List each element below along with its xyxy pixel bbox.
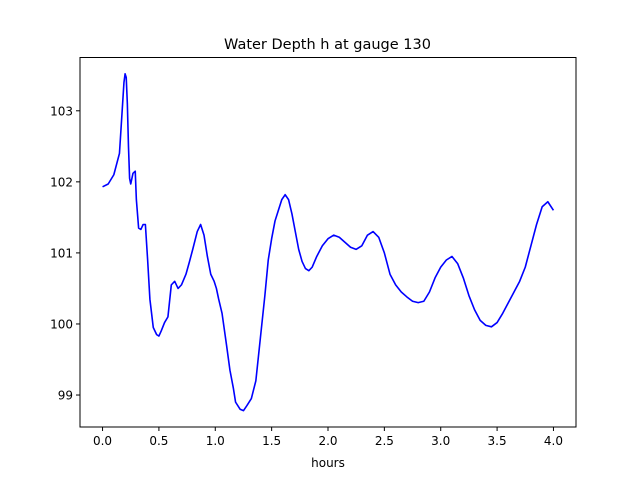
x-tick-label: 1.0	[206, 434, 225, 448]
x-tick-label: 3.5	[488, 434, 507, 448]
y-tick-label: 103	[50, 104, 73, 118]
plot-area	[102, 73, 555, 412]
x-tick-label: 3.0	[431, 434, 450, 448]
x-tick-label: 0.5	[149, 434, 168, 448]
y-axis: 99 100 101 102 103	[50, 104, 80, 403]
x-axis-label: hours	[311, 456, 345, 470]
y-tick-label: 100	[50, 317, 73, 331]
axes-frame	[79, 57, 577, 428]
x-tick-label: 4.0	[544, 434, 563, 448]
x-axis: 0.0 0.5 1.0 1.5 2.0 2.5 3.0 3.5 4.0	[93, 427, 563, 448]
x-tick-label: 0.0	[93, 434, 112, 448]
series-line-0	[102, 73, 555, 412]
chart-title: Water Depth h at gauge 130	[224, 37, 431, 53]
x-tick-label: 2.5	[375, 434, 394, 448]
y-tick-label: 102	[50, 175, 73, 189]
x-tick-label: 2.0	[318, 434, 337, 448]
y-tick-label: 99	[58, 389, 73, 403]
y-tick-label: 101	[50, 246, 73, 260]
x-tick-label: 1.5	[262, 434, 281, 448]
